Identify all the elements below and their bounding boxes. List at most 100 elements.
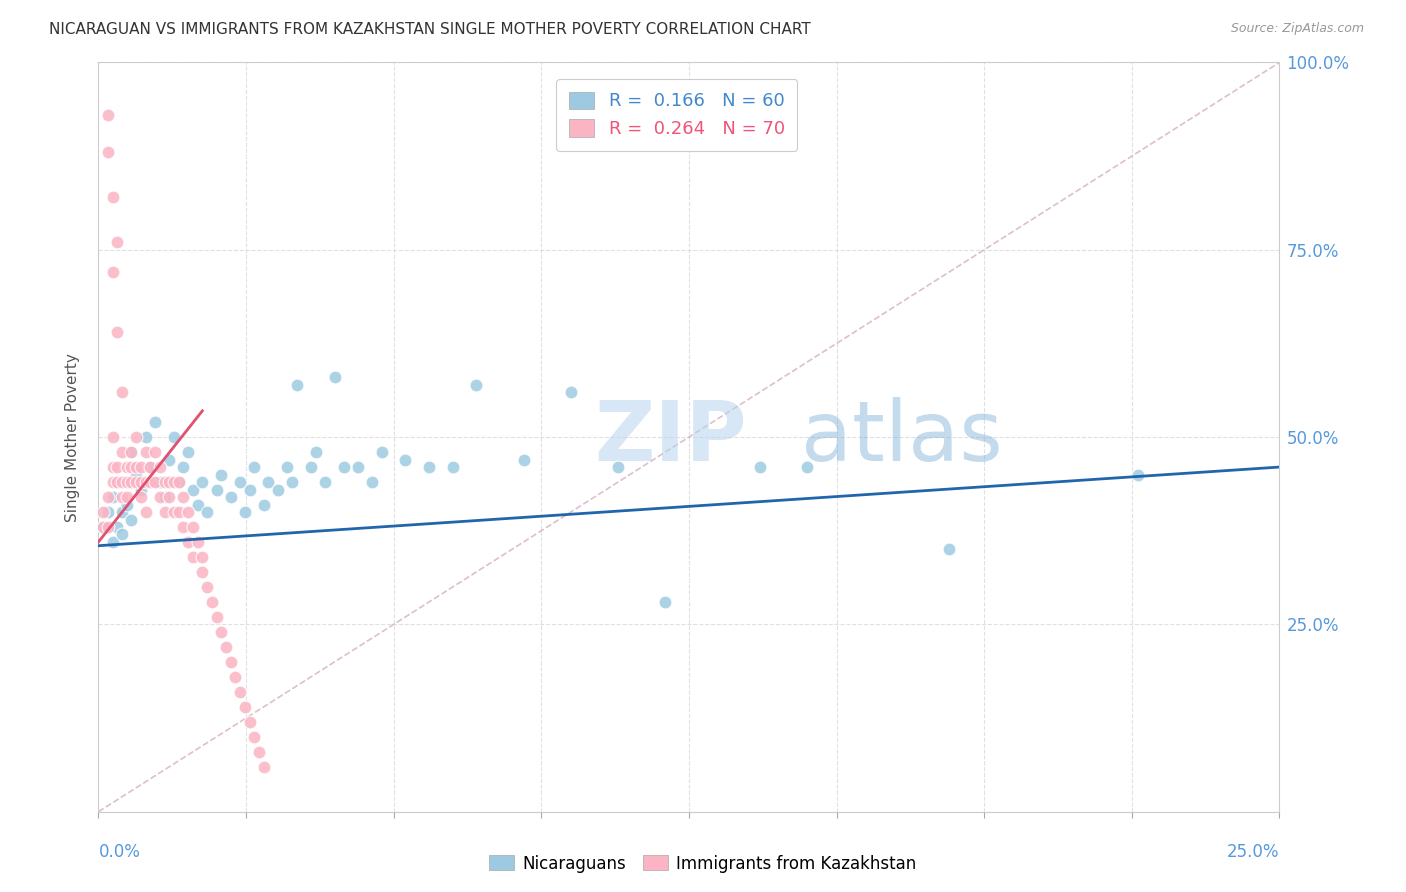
Point: [257, 475, 280, 489]
Point: [121, 445, 143, 459]
Point: [394, 452, 416, 467]
Point: [135, 505, 157, 519]
Point: [305, 445, 328, 459]
Point: [371, 445, 394, 459]
Point: [465, 377, 488, 392]
Point: [323, 370, 346, 384]
Point: [167, 505, 190, 519]
Point: [219, 490, 242, 504]
Point: [167, 475, 190, 489]
Point: [97, 108, 120, 122]
Text: ZIP: ZIP: [595, 397, 747, 477]
Point: [157, 475, 180, 489]
Point: [177, 535, 200, 549]
Point: [172, 460, 194, 475]
Point: [177, 445, 200, 459]
Point: [111, 475, 134, 489]
Point: [267, 483, 290, 497]
Point: [97, 520, 120, 534]
Point: [157, 452, 180, 467]
Point: [172, 490, 194, 504]
Point: [276, 460, 298, 475]
Point: [163, 505, 186, 519]
Point: [91, 520, 114, 534]
Point: [748, 460, 770, 475]
Point: [105, 460, 128, 475]
Point: [139, 460, 162, 475]
Point: [91, 505, 114, 519]
Point: [139, 460, 162, 475]
Point: [285, 377, 308, 392]
Point: [281, 475, 304, 489]
Point: [129, 483, 152, 497]
Legend: Nicaraguans, Immigrants from Kazakhstan: Nicaraguans, Immigrants from Kazakhstan: [482, 848, 924, 880]
Y-axis label: Single Mother Poverty: Single Mother Poverty: [65, 352, 80, 522]
Point: [135, 445, 157, 459]
Point: [347, 460, 370, 475]
Point: [111, 505, 134, 519]
Text: 0.0%: 0.0%: [98, 843, 141, 861]
Point: [149, 490, 172, 504]
Point: [121, 512, 143, 526]
Point: [181, 549, 204, 564]
Point: [299, 460, 322, 475]
Point: [195, 580, 218, 594]
Text: atlas: atlas: [801, 397, 1002, 477]
Point: [129, 490, 152, 504]
Point: [163, 475, 186, 489]
Point: [187, 498, 209, 512]
Point: [105, 520, 128, 534]
Text: 25.0%: 25.0%: [1227, 843, 1279, 861]
Point: [129, 475, 152, 489]
Point: [239, 483, 262, 497]
Point: [125, 460, 148, 475]
Point: [229, 685, 252, 699]
Point: [111, 385, 134, 400]
Legend: R =  0.166   N = 60, R =  0.264   N = 70: R = 0.166 N = 60, R = 0.264 N = 70: [557, 79, 797, 151]
Point: [125, 467, 148, 482]
Point: [139, 475, 162, 489]
Point: [191, 565, 214, 579]
Point: [111, 490, 134, 504]
Point: [111, 527, 134, 541]
Point: [195, 505, 218, 519]
Point: [153, 505, 176, 519]
Point: [101, 490, 124, 504]
Point: [205, 610, 228, 624]
Point: [143, 445, 166, 459]
Point: [607, 460, 630, 475]
Point: [143, 475, 166, 489]
Point: [247, 745, 270, 759]
Point: [163, 430, 186, 444]
Point: [91, 520, 114, 534]
Point: [101, 475, 124, 489]
Point: [441, 460, 464, 475]
Point: [167, 475, 190, 489]
Point: [209, 467, 232, 482]
Point: [97, 505, 120, 519]
Point: [115, 490, 138, 504]
Point: [105, 475, 128, 489]
Point: [115, 498, 138, 512]
Point: [209, 624, 232, 639]
Point: [125, 430, 148, 444]
Point: [121, 445, 143, 459]
Point: [125, 475, 148, 489]
Point: [187, 535, 209, 549]
Point: [143, 415, 166, 429]
Text: Source: ZipAtlas.com: Source: ZipAtlas.com: [1230, 22, 1364, 36]
Text: NICARAGUAN VS IMMIGRANTS FROM KAZAKHSTAN SINGLE MOTHER POVERTY CORRELATION CHART: NICARAGUAN VS IMMIGRANTS FROM KAZAKHSTAN…: [49, 22, 811, 37]
Point: [97, 145, 120, 160]
Point: [239, 714, 262, 729]
Point: [149, 475, 172, 489]
Point: [121, 475, 143, 489]
Point: [243, 460, 266, 475]
Point: [101, 430, 124, 444]
Point: [229, 475, 252, 489]
Point: [560, 385, 582, 400]
Point: [129, 460, 152, 475]
Point: [512, 452, 534, 467]
Point: [121, 460, 143, 475]
Point: [97, 490, 120, 504]
Point: [115, 460, 138, 475]
